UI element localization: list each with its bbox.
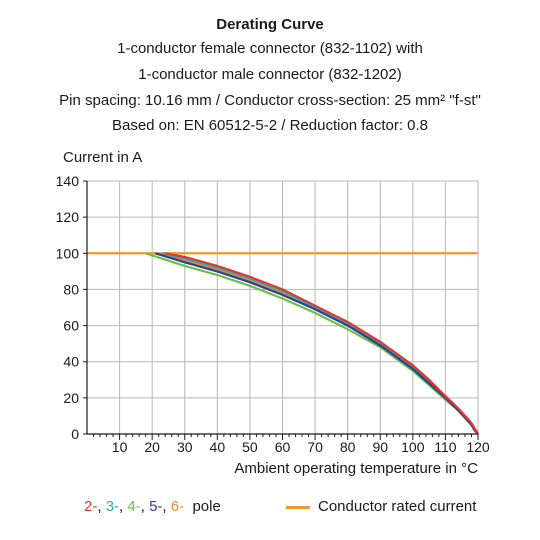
- y-tick-label: 0: [71, 426, 79, 442]
- x-tick-label: 20: [144, 439, 160, 455]
- series-line-6: [158, 252, 479, 435]
- x-tick-label: 110: [434, 439, 457, 455]
- y-tick-label: 80: [63, 281, 79, 297]
- axes: [83, 180, 479, 440]
- y-tick-label: 120: [56, 209, 80, 225]
- legend-pole-3: 3-: [105, 498, 120, 515]
- series-lines: [145, 252, 479, 435]
- legend-pole-suffix: pole: [192, 498, 221, 515]
- x-tick-label: 100: [401, 439, 425, 455]
- subtitle-line-1: 1-conductor female connector (832-1102) …: [117, 40, 423, 57]
- legend-pole-4: 4-: [127, 498, 141, 515]
- chart-title: Derating Curve: [216, 16, 324, 33]
- x-tick-label: 90: [372, 439, 388, 455]
- y-tick-label: 140: [56, 173, 80, 189]
- y-tick-label: 100: [56, 245, 80, 261]
- x-tick-label: 120: [466, 439, 490, 455]
- subtitle-line-3: Pin spacing: 10.16 mm / Conductor cross-…: [59, 92, 481, 109]
- x-tick-label: 60: [275, 439, 291, 455]
- y-tick-label: 60: [63, 318, 79, 334]
- grid: [87, 180, 479, 434]
- series-line-3: [161, 252, 479, 435]
- x-tick-label: 10: [112, 439, 128, 455]
- rated-legend-label: Conductor rated current: [318, 498, 477, 515]
- x-tick-label: 70: [307, 439, 323, 455]
- rated-legend-swatch: [286, 505, 310, 509]
- x-tick-label: 30: [177, 439, 193, 455]
- legend-pole-5: 5-: [149, 498, 163, 515]
- y-tick-label: 20: [63, 390, 79, 406]
- x-tick-label: 40: [210, 439, 226, 455]
- series-line-5: [155, 252, 479, 435]
- subtitle-line-2: 1-conductor male connector (832-1202): [138, 66, 402, 83]
- y-tick-label: 40: [63, 354, 79, 370]
- x-tick-label: 80: [340, 439, 356, 455]
- x-axis-label: Ambient operating temperature in °C: [234, 460, 478, 477]
- rated-legend: Conductor rated current: [286, 498, 476, 515]
- legend-pole-6: 6-: [170, 498, 185, 515]
- series-line-4: [145, 252, 479, 435]
- legend-pole-2: 2-: [84, 498, 98, 515]
- y-axis-label: Current in A: [63, 149, 142, 166]
- subtitle-line-4: Based on: EN 60512-5-2 / Reduction facto…: [111, 117, 429, 134]
- series-line-2: [165, 252, 479, 435]
- pole-legend: 2-, 3-, 4-, 5-, 6- pole: [84, 498, 221, 515]
- tick-labels: 10 20 30 40 50 60 70 80 90 100 110 120 0 20 40 60 80 100 1…: [56, 173, 490, 455]
- x-tick-label: 50: [242, 439, 258, 455]
